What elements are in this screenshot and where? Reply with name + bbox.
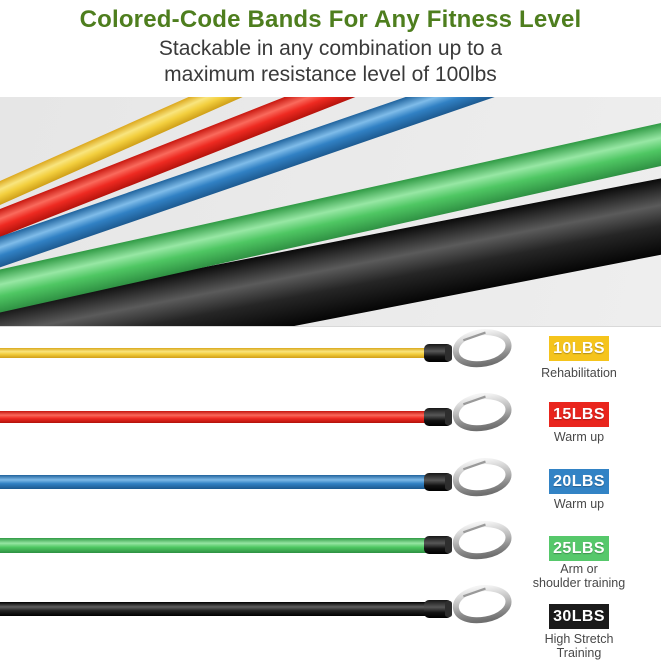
- hero-photo: [0, 97, 661, 327]
- page-title: Colored-Code Bands For Any Fitness Level: [79, 6, 582, 33]
- band-caption: Rehabilitation: [499, 366, 659, 380]
- subtitle-line-2: maximum resistance level of 100lbs: [164, 63, 497, 86]
- caption-line: Training: [556, 646, 602, 660]
- band-caption: Warm up: [499, 497, 659, 511]
- tube-red: [0, 97, 661, 261]
- tube-black: [0, 139, 661, 326]
- band-caption: Arm or shoulder training: [499, 562, 659, 590]
- resistance-band-yellow: [0, 348, 434, 358]
- resistance-band-black: [0, 602, 434, 616]
- band-caption: Warm up: [499, 430, 659, 444]
- caption-line: Warm up: [553, 430, 605, 444]
- tube-yellow: [0, 97, 661, 233]
- band-caption: High Stretch Training: [499, 632, 659, 660]
- weight-badge-15lbs: 15LBS: [549, 402, 609, 427]
- weight-badge-30lbs: 30LBS: [549, 604, 609, 629]
- carabiner-icon: [420, 581, 520, 637]
- caption-line: Warm up: [553, 497, 605, 511]
- resistance-band-red: [0, 411, 434, 423]
- weight-badge-25lbs: 25LBS: [549, 536, 609, 561]
- caption-line: High Stretch: [544, 632, 614, 646]
- caption-line: Rehabilitation: [541, 366, 617, 380]
- caption-line: shoulder training: [532, 576, 626, 590]
- caption-line: Arm or: [560, 562, 598, 576]
- resistance-band-green: [0, 538, 434, 553]
- stacked-tubes-graphic: [0, 97, 661, 326]
- weight-badge-10lbs: 10LBS: [549, 336, 609, 361]
- subtitle-line-1: Stackable in any combination up to a: [158, 37, 503, 60]
- resistance-band-blue: [0, 475, 434, 489]
- tube-green: [0, 97, 661, 325]
- tube-blue: [0, 97, 661, 288]
- weight-badge-20lbs: 20LBS: [549, 469, 609, 494]
